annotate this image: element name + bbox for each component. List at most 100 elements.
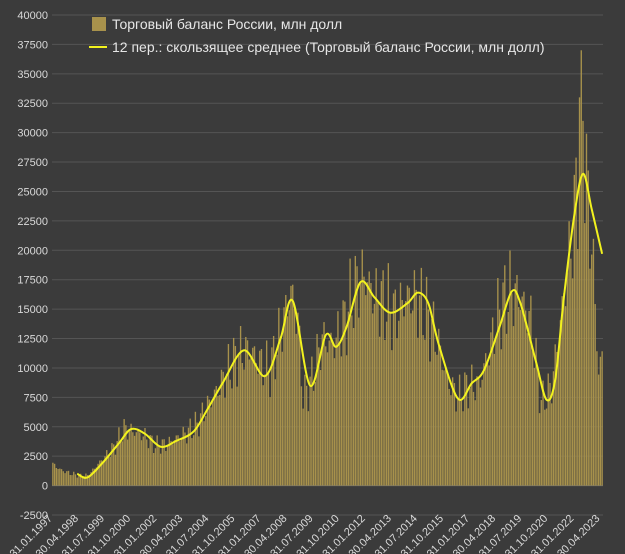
bar: [597, 374, 600, 486]
bar: [481, 379, 483, 486]
bar: [71, 475, 73, 486]
bar: [158, 447, 160, 486]
bar: [359, 283, 362, 486]
bar: [290, 285, 292, 486]
bar: [552, 371, 555, 486]
bar: [453, 383, 456, 486]
bar: [121, 441, 124, 486]
bar: [250, 357, 252, 486]
bar: [464, 372, 466, 486]
bar: [564, 306, 567, 486]
y-tick-label: 37500: [17, 39, 48, 51]
bar: [498, 309, 501, 486]
bar: [497, 278, 499, 486]
bar: [411, 310, 414, 486]
bar: [198, 436, 200, 486]
bar: [361, 249, 363, 486]
bar: [166, 445, 169, 486]
bar: [542, 380, 544, 486]
bar: [512, 326, 515, 486]
bar: [578, 97, 581, 486]
bar: [67, 470, 70, 486]
bar: [363, 276, 365, 486]
bar: [196, 422, 198, 486]
bar: [73, 471, 75, 486]
bar: [100, 460, 103, 486]
bar: [568, 221, 570, 486]
bar: [420, 267, 423, 486]
bar: [490, 332, 492, 486]
bar: [545, 408, 548, 486]
bar: [159, 453, 162, 486]
bar: [262, 385, 264, 486]
bar: [599, 356, 602, 486]
bar: [180, 438, 183, 486]
bar: [106, 450, 108, 486]
bar: [283, 307, 285, 486]
bar: [288, 310, 290, 486]
bar: [132, 432, 134, 486]
bar: [465, 374, 468, 486]
bar: [488, 365, 490, 486]
bar: [504, 265, 506, 486]
bar: [239, 326, 242, 486]
bar: [519, 310, 522, 486]
bar: [429, 361, 431, 486]
bar: [408, 287, 410, 486]
bar: [253, 346, 256, 486]
y-tick-label: 5000: [24, 422, 48, 434]
bar: [356, 266, 358, 486]
bar: [85, 473, 87, 486]
legend: Торговый баланс России, млн долл 12 пер.…: [89, 16, 545, 55]
bar: [432, 301, 435, 486]
y-tick-label: 20000: [17, 245, 48, 257]
bar: [153, 452, 155, 486]
bar: [326, 352, 329, 486]
bar: [375, 268, 377, 486]
bar: [443, 370, 445, 486]
bar: [128, 430, 131, 486]
bar: [312, 390, 315, 486]
bar: [119, 441, 122, 486]
bar: [111, 443, 113, 486]
bar: [175, 435, 177, 486]
bar: [337, 311, 339, 486]
bar: [118, 427, 120, 486]
bar: [330, 332, 332, 486]
bar: [59, 468, 61, 486]
bar: [295, 333, 297, 486]
bar: [342, 300, 344, 486]
y-tick-label: 35000: [17, 69, 48, 81]
bar: [93, 468, 96, 486]
bar: [142, 436, 144, 486]
bar: [130, 423, 132, 486]
bar: [502, 282, 504, 486]
bar: [97, 463, 99, 486]
bar: [179, 441, 181, 486]
bar: [441, 369, 443, 486]
bar: [370, 283, 372, 486]
bar: [577, 249, 579, 486]
bar: [199, 413, 202, 486]
bar: [215, 386, 217, 486]
bar: [403, 316, 405, 486]
bar: [274, 379, 277, 486]
bar: [458, 374, 461, 486]
bar: [469, 387, 471, 486]
bar: [526, 333, 529, 486]
y-tick-label: 12500: [17, 334, 48, 346]
bar: [455, 411, 457, 486]
bar: [476, 376, 478, 486]
bar: [547, 373, 549, 486]
bar: [229, 379, 231, 486]
bar: [431, 318, 433, 486]
bar: [478, 377, 480, 486]
bar: [212, 400, 214, 486]
bar: [556, 351, 558, 486]
bar: [406, 285, 409, 486]
bar: [372, 313, 374, 486]
y-tick-label: 40000: [17, 10, 48, 22]
bar: [462, 411, 464, 486]
bar: [594, 304, 596, 486]
bar: [538, 413, 541, 486]
